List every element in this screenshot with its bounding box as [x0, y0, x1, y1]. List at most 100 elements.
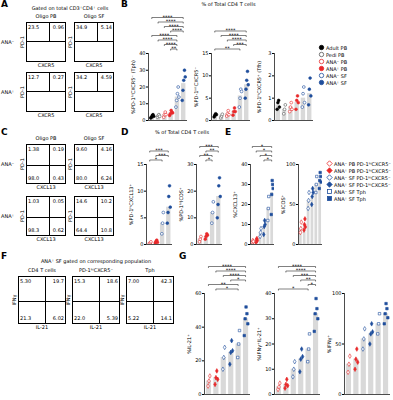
svg-text:**: **	[221, 281, 227, 287]
svg-text:0: 0	[140, 241, 143, 247]
svg-text:%ICOS⁺: %ICOS⁺	[280, 194, 286, 214]
html-text:IFNγ: IFNγ	[118, 294, 125, 306]
svg-text:40: 40	[265, 290, 271, 296]
svg-text:****: ****	[163, 14, 174, 20]
svg-text:20: 20	[241, 201, 247, 207]
svg-text:0: 0	[292, 241, 295, 247]
svg-text:0: 0	[205, 117, 208, 123]
html-text:ANA⁻ SF PD-1ʰⁱCXCR5⁻: ANA⁻ SF PD-1ʰⁱCXCR5⁻	[334, 174, 391, 181]
svg-text:10: 10	[241, 221, 247, 227]
svg-text:****: ****	[222, 263, 233, 269]
html-text:PD-1: PD-1	[18, 86, 25, 98]
svg-text:**: **	[203, 152, 209, 158]
html-text:ANA⁻: ANA⁻	[1, 39, 15, 45]
svg-text:%PD-1ʰⁱCXCR5⁺ (Tfh): %PD-1ʰⁱCXCR5⁺ (Tfh)	[256, 61, 262, 113]
svg-text:***: ***	[155, 147, 163, 153]
html-text:ANA⁻ SF Tph: ANA⁻ SF Tph	[334, 188, 366, 195]
html-text:Gated on total CD3⁺CD4⁺ cells: Gated on total CD3⁺CD4⁺ cells	[31, 5, 109, 11]
svg-text:5: 5	[140, 214, 143, 220]
html-text:ANA⁺ SF: ANA⁺ SF	[326, 79, 347, 86]
html-text:ANA⁺ SF PD-1ʰⁱCXCR5⁻: ANA⁺ SF PD-1ʰⁱCXCR5⁻	[334, 181, 391, 188]
svg-text:0: 0	[198, 391, 201, 397]
html-text:PD-1: PD-1	[66, 36, 73, 48]
svg-text:%CXCL13⁺: %CXCL13⁺	[232, 191, 238, 218]
svg-text:15: 15	[137, 161, 143, 167]
svg-text:30: 30	[241, 181, 247, 187]
html-text:Adult PB: Adult PB	[326, 44, 348, 51]
html-text:C: C	[1, 127, 8, 137]
svg-text:%PD-1ʰⁱCXCR5⁻ (Tph): %PD-1ʰⁱCXCR5⁻ (Tph)	[130, 60, 137, 114]
html-text:PD-1: PD-1	[66, 210, 73, 222]
svg-text:5: 5	[205, 95, 208, 101]
html-text:PD-1: PD-1	[66, 158, 73, 170]
html-text:PD-1: PD-1	[18, 36, 25, 48]
svg-text:%IFNγ⁺IL-21⁺: %IFNγ⁺IL-21⁺	[256, 327, 263, 361]
html-text:ANA⁺ PB PD-1ʰⁱCXCR5⁻: ANA⁺ PB PD-1ʰⁱCXCR5⁻	[334, 167, 391, 174]
svg-text:****: ****	[292, 263, 303, 269]
svg-text:0: 0	[268, 117, 271, 123]
html-text:ANA⁺ SF Tph: ANA⁺ SF Tph	[334, 195, 366, 202]
svg-text:20: 20	[187, 188, 193, 194]
svg-text:*: *	[261, 143, 264, 149]
svg-text:20: 20	[265, 341, 271, 347]
svg-text:50: 50	[289, 201, 295, 207]
html-text:B: B	[121, 0, 128, 9]
html-text:PD-1: PD-1	[66, 86, 73, 98]
svg-text:30: 30	[265, 315, 271, 321]
svg-text:*: *	[155, 156, 158, 162]
html-text:ANA⁻ PB PD-1ʰⁱCXCR5⁻: ANA⁻ PB PD-1ʰⁱCXCR5⁻	[334, 160, 391, 167]
svg-text:50: 50	[335, 341, 341, 347]
svg-text:30: 30	[139, 67, 145, 73]
svg-text:10: 10	[265, 366, 271, 372]
svg-text:20: 20	[139, 84, 145, 90]
svg-text:***: ***	[205, 143, 213, 149]
svg-text:100: 100	[286, 161, 296, 167]
svg-text:40: 40	[139, 50, 145, 56]
svg-text:0: 0	[268, 391, 271, 397]
svg-text:0: 0	[244, 241, 247, 247]
html-text:E: E	[225, 127, 232, 137]
svg-text:0: 0	[190, 241, 193, 247]
svg-text:%PD-1ⁱⁿᵗCXCR5⁻: %PD-1ⁱⁿᵗCXCR5⁻	[193, 66, 199, 107]
svg-text:20: 20	[195, 357, 201, 363]
svg-text:15: 15	[202, 50, 208, 56]
svg-text:30: 30	[187, 161, 193, 167]
svg-text:1: 1	[268, 95, 271, 101]
html-text:F: F	[1, 251, 8, 261]
svg-text:*: *	[292, 285, 295, 291]
svg-text:****: ****	[159, 32, 170, 38]
svg-text:%IFNγ⁺: %IFNγ⁺	[326, 334, 333, 353]
svg-text:2: 2	[268, 72, 271, 78]
svg-text:60: 60	[195, 290, 201, 296]
svg-text:**: **	[225, 45, 231, 51]
svg-text:****: ****	[226, 27, 237, 33]
html-text:A: A	[1, 0, 8, 9]
html-text:PD-1: PD-1	[18, 158, 25, 170]
html-text:ANA⁺ PB: ANA⁺ PB	[326, 65, 348, 72]
svg-text:0: 0	[338, 391, 341, 397]
svg-text:0: 0	[142, 117, 145, 123]
svg-text:*: *	[311, 281, 314, 287]
html-text:Pedi PB: Pedi PB	[326, 51, 345, 58]
svg-text:%IL-21⁺: %IL-21⁺	[186, 334, 192, 354]
svg-text:40: 40	[241, 161, 247, 167]
svg-text:10: 10	[137, 188, 143, 194]
svg-text:10: 10	[187, 214, 193, 220]
html-text:PD-1: PD-1	[18, 210, 25, 222]
svg-text:%PD-1ʰⁱCXCL13⁺: %PD-1ʰⁱCXCL13⁺	[128, 183, 134, 225]
html-text:ANA⁻ SF: ANA⁻ SF	[326, 72, 347, 79]
svg-text:%PD-1ʰⁱICOS⁺: %PD-1ʰⁱICOS⁺	[178, 187, 184, 222]
html-text:IFNγ: IFNγ	[10, 294, 17, 306]
html-text:ANA⁻ PB: ANA⁻ PB	[326, 58, 348, 65]
html-text:G: G	[179, 251, 187, 261]
svg-text:10: 10	[139, 100, 145, 106]
html-text:D: D	[121, 127, 129, 137]
html-text:Oligo SF: Oligo SF	[83, 13, 105, 19]
html-text:Oligo PB: Oligo PB	[35, 13, 57, 19]
svg-text:100: 100	[332, 290, 342, 296]
svg-text:40: 40	[195, 324, 201, 330]
svg-text:3: 3	[268, 50, 271, 56]
svg-text:10: 10	[202, 72, 208, 78]
html-text:IFNγ: IFNγ	[64, 294, 71, 306]
svg-text:*: *	[226, 285, 229, 291]
